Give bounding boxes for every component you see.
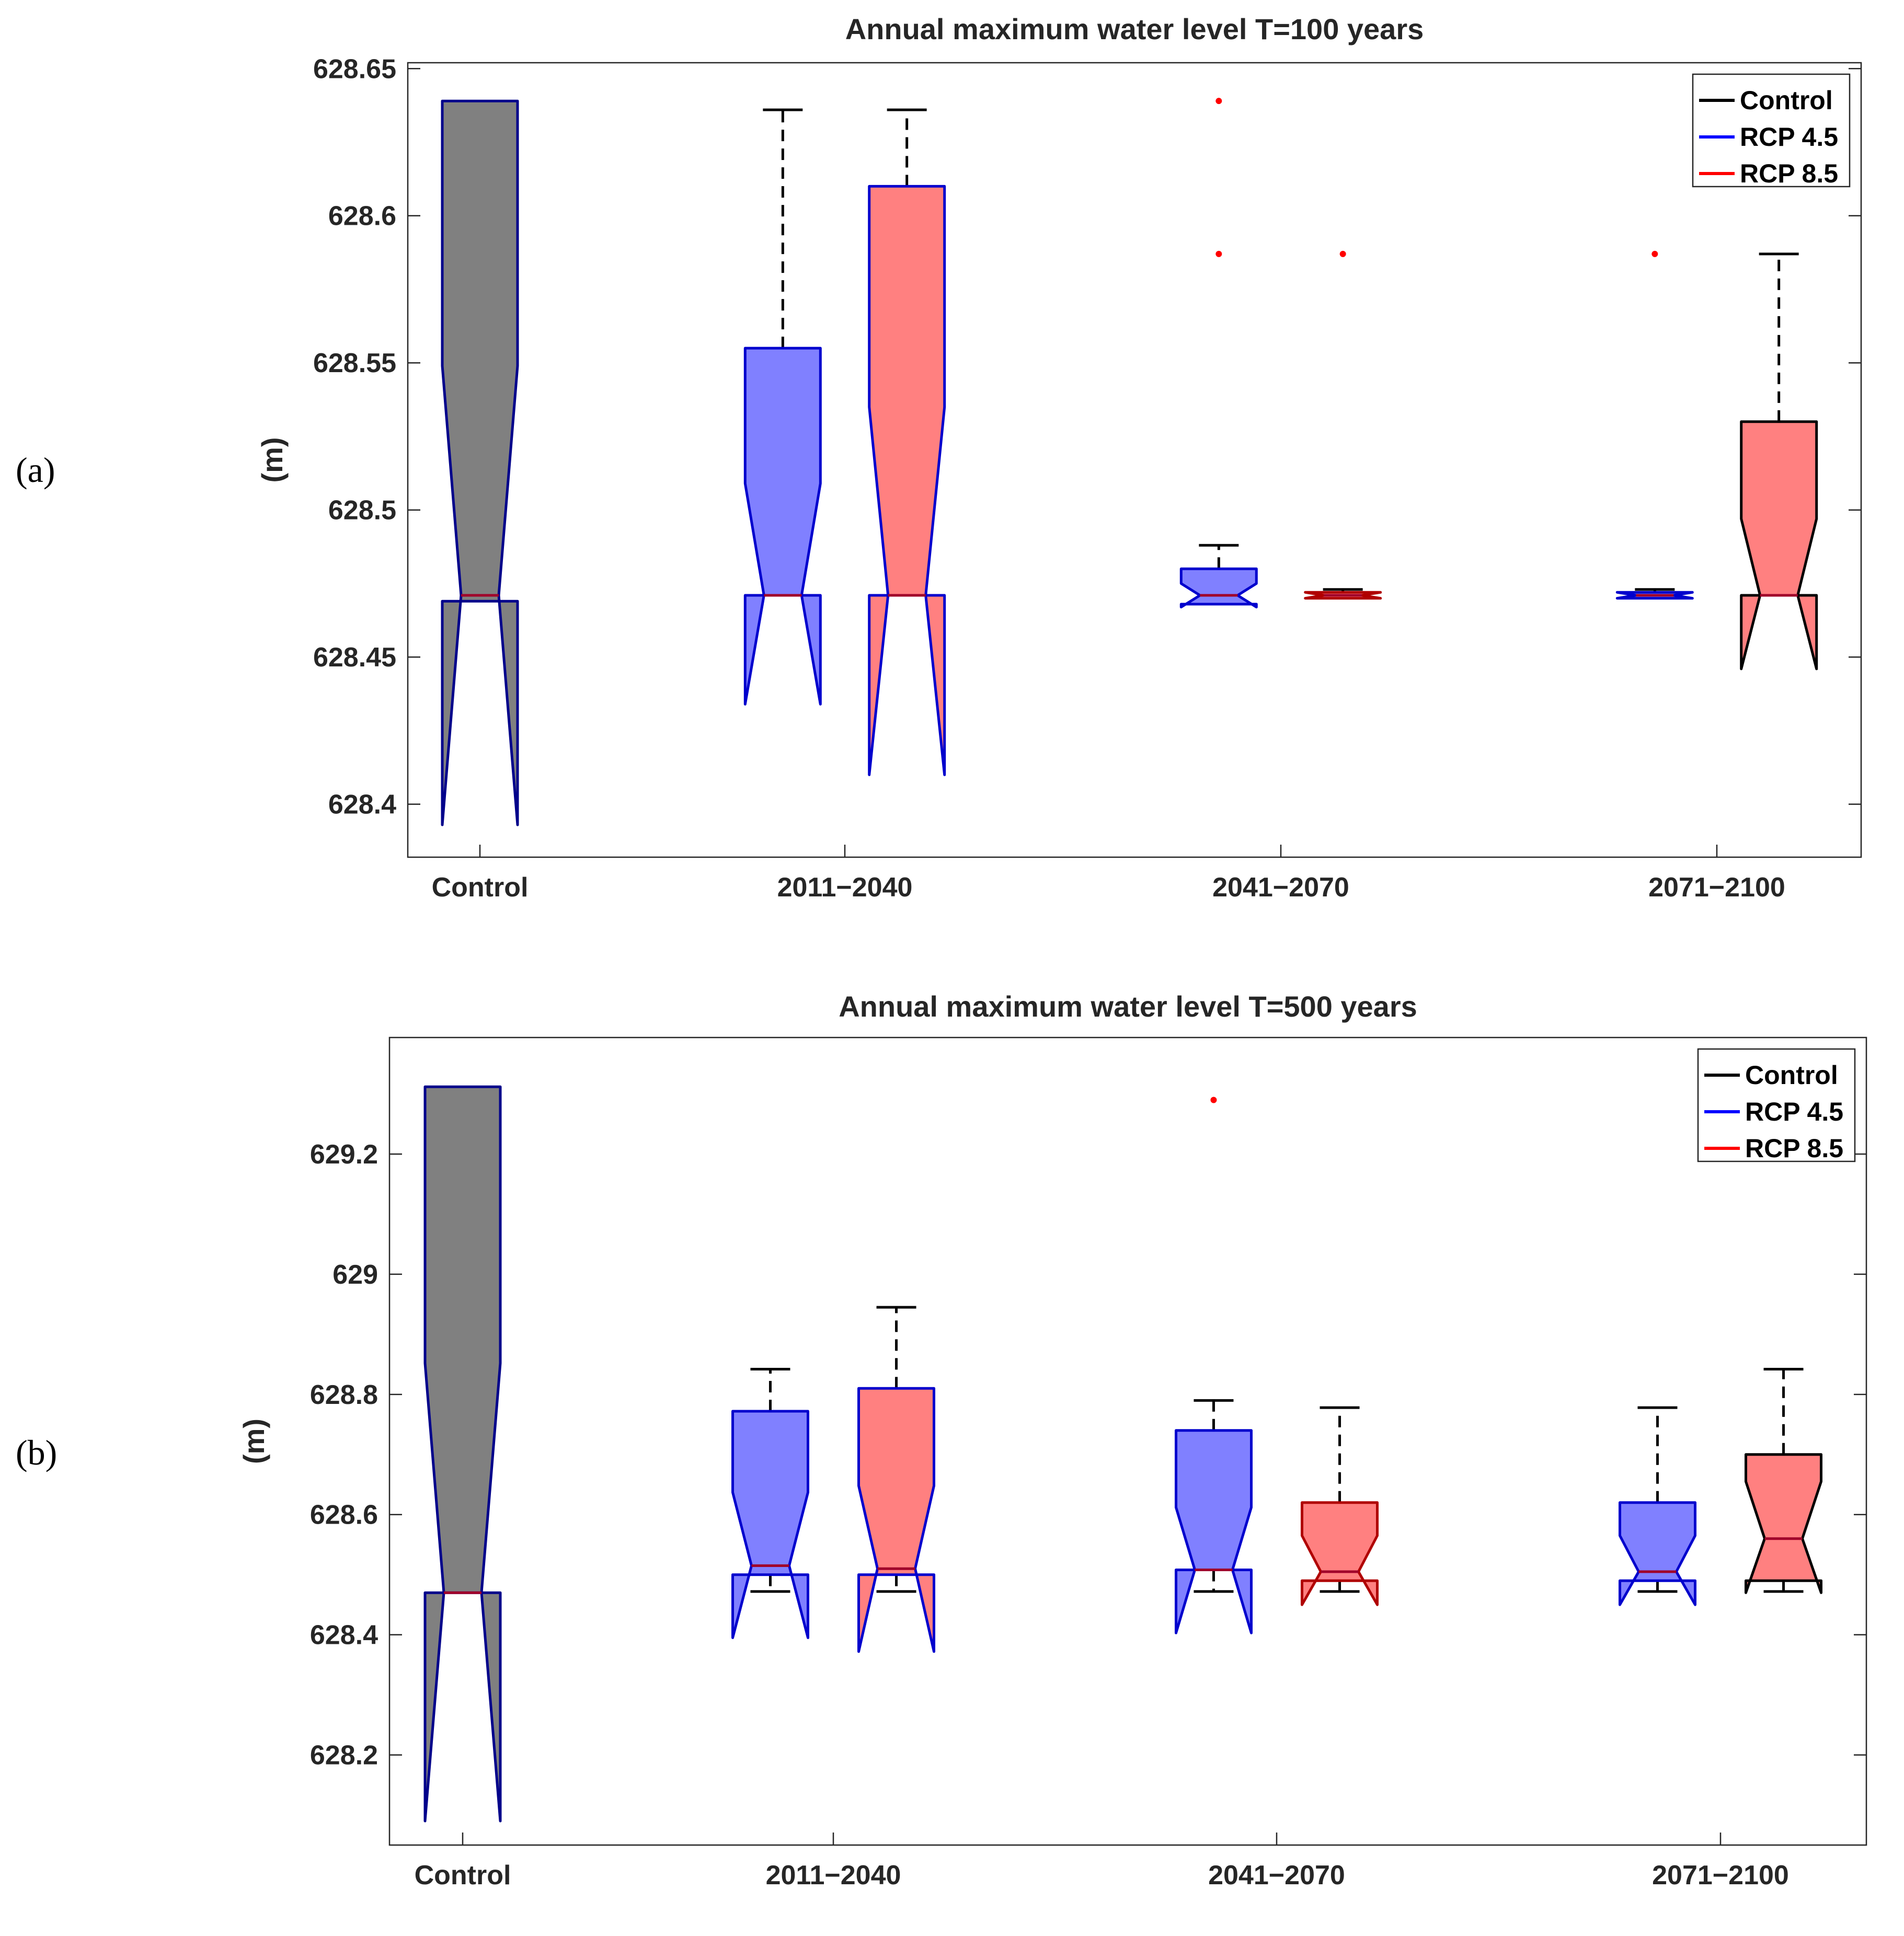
box-rcp-4-5	[1619, 1406, 1696, 1606]
box-rcp-4-5	[1179, 98, 1258, 608]
legend-label: RCP 8.5	[1745, 1134, 1843, 1163]
outlier-point	[1339, 250, 1346, 257]
outlier-point	[1651, 250, 1658, 257]
plot-area	[388, 1036, 1867, 1846]
legend: Control RCP 4.5 RCP 8.5	[1697, 1048, 1856, 1163]
box-rcp-4-5	[1615, 250, 1694, 600]
box-body	[1301, 1501, 1379, 1606]
legend-box	[1697, 1048, 1856, 1162]
y-axis-label: (m)	[256, 437, 289, 482]
box-body	[1175, 1429, 1253, 1634]
chart-panel-b: 628.2 628.4 628.6 628.8 629 629.2 Control 2011−…	[237, 990, 1867, 1891]
x-tick-label: 2011−2040	[766, 1860, 901, 1891]
box-rcp-8-5	[1740, 252, 1818, 671]
box-rcp-8-5	[1745, 1368, 1822, 1594]
legend-label: Control	[1740, 86, 1833, 115]
chart-title: Annual maximum water level T=500 years	[839, 990, 1417, 1023]
box-rcp-8-5	[1301, 1406, 1379, 1606]
x-tick-label: Control	[415, 1860, 511, 1891]
y-tick-label: 628.55	[313, 348, 396, 378]
box-body	[1619, 1501, 1696, 1606]
plot-area	[407, 62, 1862, 858]
box-control	[423, 1085, 502, 1823]
box-body	[743, 347, 822, 706]
x-tick-label: Control	[432, 872, 529, 903]
box-rcp-4-5	[743, 108, 822, 706]
x-tick-label: 2071−2100	[1652, 1860, 1789, 1891]
y-tick-label: 628.6	[328, 201, 396, 232]
legend: Control RCP 4.5 RCP 8.5	[1692, 73, 1851, 188]
x-tick-label: 2011−2040	[777, 872, 913, 903]
box-rcp-8-5	[857, 1306, 935, 1653]
panel-label-b: (b)	[16, 1433, 58, 1472]
box-body	[441, 99, 519, 826]
y-tick-label: 629.2	[310, 1139, 378, 1170]
legend-label: RCP 4.5	[1745, 1097, 1843, 1126]
y-tick-label: 628.6	[310, 1500, 378, 1530]
chart-title: Annual maximum water level T=100 years	[845, 13, 1424, 45]
box-rcp-4-5	[731, 1368, 809, 1639]
y-axis-label: (m)	[237, 1419, 270, 1464]
box-control	[441, 99, 519, 826]
y-tick-label: 628.4	[328, 790, 396, 820]
outlier-point	[1215, 98, 1222, 105]
box-rcp-8-5	[1304, 250, 1382, 600]
box-rcp-4-5	[1175, 1097, 1253, 1634]
outlier-point	[1215, 250, 1222, 257]
x-tick-label: 2041−2070	[1208, 1860, 1345, 1891]
legend-label: RCP 8.5	[1740, 159, 1838, 188]
box-body	[1179, 567, 1258, 608]
box-body	[423, 1085, 502, 1823]
box-rcp-8-5	[868, 108, 946, 776]
box-body	[731, 1410, 809, 1639]
y-tick-label: 628.4	[310, 1620, 378, 1651]
y-tick-label: 629	[332, 1260, 378, 1290]
x-tick-label: 2071−2100	[1648, 872, 1785, 903]
y-tick-label: 628.8	[310, 1380, 378, 1410]
box-body	[857, 1387, 935, 1653]
panel-label-a: (a)	[16, 450, 55, 490]
legend-label: Control	[1745, 1061, 1838, 1090]
y-tick-label: 628.45	[313, 642, 396, 673]
x-tick-label: 2041−2070	[1212, 872, 1349, 903]
box-body	[1745, 1453, 1822, 1594]
outlier-point	[1210, 1097, 1217, 1103]
legend-label: RCP 4.5	[1740, 122, 1838, 152]
chart-panel-a: 628.4 628.45 628.5 628.55 628.6 628.65 Control…	[256, 13, 1862, 903]
box-body	[1740, 420, 1818, 671]
legend-box	[1692, 73, 1851, 188]
y-tick-label: 628.5	[328, 495, 396, 526]
y-tick-label: 628.65	[313, 54, 396, 84]
y-tick-label: 628.2	[310, 1741, 378, 1771]
box-body	[868, 185, 946, 776]
